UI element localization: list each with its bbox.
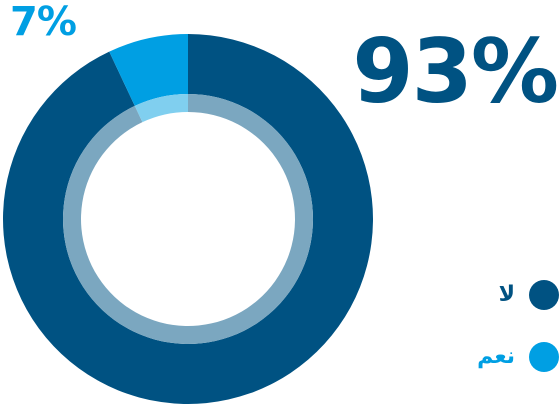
legend-item-no: لا xyxy=(359,278,559,312)
legend-swatch-yes xyxy=(529,342,559,372)
legend-swatch-no xyxy=(529,280,559,310)
inner-ring-no xyxy=(63,94,314,345)
slice-yes xyxy=(109,34,188,106)
slice-no xyxy=(2,34,373,404)
legend-item-yes: نعم xyxy=(359,340,559,374)
slice-label-yes: 7% xyxy=(10,0,77,45)
legend: لا نعم xyxy=(359,278,559,402)
slice-label-no: 93% xyxy=(352,20,559,123)
donut-chart xyxy=(2,34,373,404)
legend-label-yes: نعم xyxy=(477,344,515,369)
inner-ring-yes xyxy=(134,94,188,123)
legend-label-no: لا xyxy=(498,282,515,307)
